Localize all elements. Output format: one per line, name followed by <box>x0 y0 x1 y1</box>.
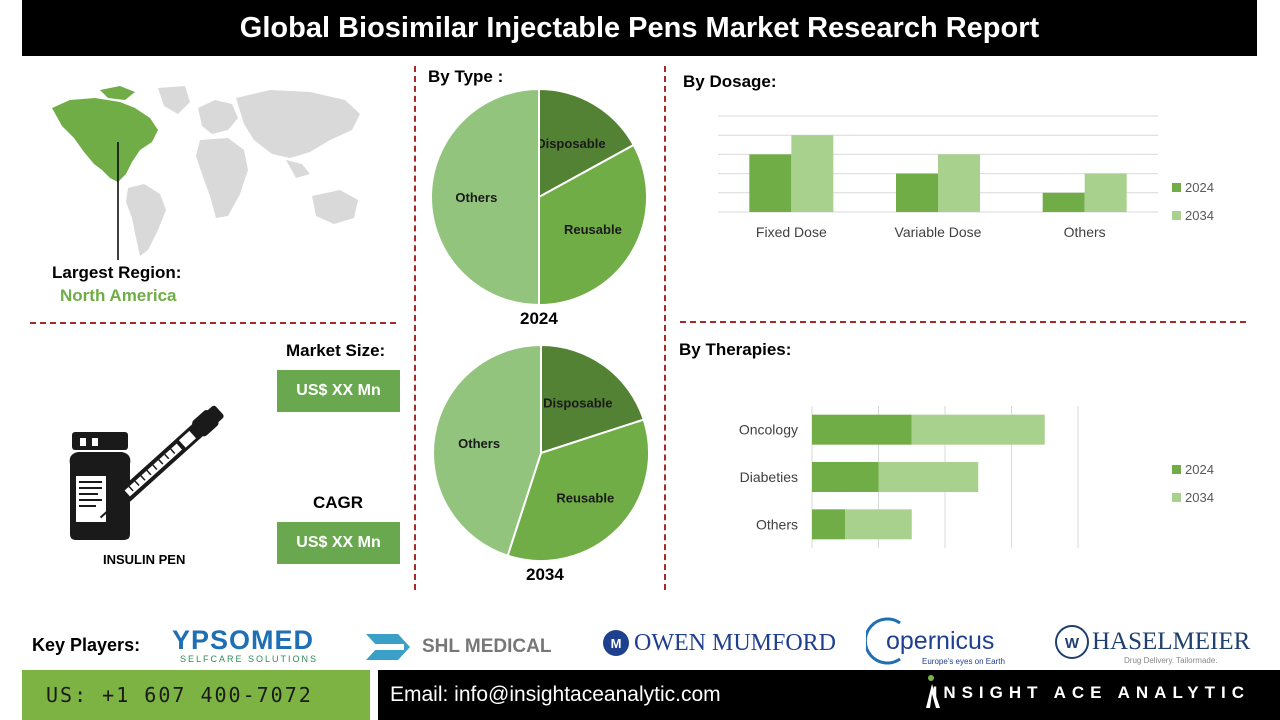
divider-vertical-left <box>414 66 416 590</box>
therapies-bar-2034-others <box>845 509 912 540</box>
dosage-legend-swatch-2024 <box>1172 183 1181 192</box>
footer-email[interactable]: Email: info@insightaceanalytic.com <box>390 683 721 706</box>
divider-horizontal-left <box>30 322 396 324</box>
therapies-tick-label: Oncology <box>739 422 798 438</box>
footer-phone[interactable]: US: +1 607 400-7072 <box>46 683 313 707</box>
pie-2034-slice-disposable <box>540 343 645 455</box>
pie-chart-2034: Disposable Reusable Others <box>432 343 650 562</box>
dosage-tick-label: Others <box>1064 224 1106 240</box>
dosage-tick-label: Variable Dose <box>895 224 982 240</box>
logo-owen-mumford-name: OWEN MUMFORD <box>634 629 837 656</box>
divider-vertical-right <box>664 66 666 590</box>
logo-ypsomed-name: YPSOMED <box>172 625 315 655</box>
therapies-tick-label: Others <box>756 516 798 532</box>
therapies-bar-2034-oncology <box>911 414 1045 445</box>
haselmeier-emblem-icon: W <box>1055 625 1089 659</box>
logo-shl-medical-name: SHL MEDICAL <box>422 636 552 657</box>
logo-copernicus-name: opernicus <box>886 627 995 655</box>
pie-2034-slice-reusable <box>506 418 650 562</box>
insight-ace-logo-icon <box>926 675 940 708</box>
svg-text:W: W <box>1065 635 1080 652</box>
cagr-label: CAGR <box>313 493 364 512</box>
therapies-bar-2034-diabeties <box>878 462 979 492</box>
dosage-bar-chart: Fixed Dose Variable Dose Others 2024 2034 <box>718 115 1214 240</box>
therapies-tick-label: Diabeties <box>740 469 798 485</box>
pie-2024-slice-reusable <box>538 143 648 307</box>
logo-owen-mumford: M OWEN MUMFORD <box>602 629 836 657</box>
cagr-value: US$ XX Mn <box>277 522 400 564</box>
divider-horizontal-right <box>680 321 1246 323</box>
pie-2024-label-reusable: Reusable <box>564 222 622 237</box>
shl-icon <box>364 634 410 660</box>
key-players-label: Key Players: <box>32 635 141 655</box>
world-map <box>52 86 360 260</box>
pie-2034-label-disposable: Disposable <box>543 395 612 410</box>
copernicus-arc-icon <box>866 617 901 665</box>
logo-ypsomed-tagline: SELFCARE SOLUTIONS <box>180 654 319 664</box>
largest-region-value: North America <box>60 286 177 305</box>
pie-2024-slice-disposable <box>538 87 635 199</box>
dosage-legend-swatch-2034 <box>1172 211 1181 220</box>
therapies-bar-2024-oncology <box>812 414 912 445</box>
market-size-value: US$ XX Mn <box>277 370 400 412</box>
report-title: Global Biosimilar Injectable Pens Market… <box>239 11 1040 44</box>
by-therapies-title: By Therapies: <box>679 340 792 359</box>
owen-mumford-icon: M <box>603 630 629 656</box>
largest-region-label: Largest Region: <box>52 263 182 282</box>
market-size-label: Market Size: <box>286 341 386 360</box>
dosage-legend-label-2024: 2024 <box>1185 180 1214 195</box>
by-dosage-title: By Dosage: <box>683 72 777 91</box>
logo-haselmeier: W HASELMEIER Drug Delivery. Tailormade. <box>1054 624 1264 668</box>
pie-2034-label-others: Others <box>458 436 500 451</box>
dosage-bar-2034-variable-dose <box>938 154 980 212</box>
logo-haselmeier-name: HASELMEIER <box>1092 628 1251 655</box>
pie-chart-2024: Disposable Reusable Others <box>430 87 648 307</box>
dosage-bar-2024-variable-dose <box>896 173 938 212</box>
pie-2024-label-disposable: Disposable <box>536 136 605 151</box>
pie-2024-year: 2024 <box>520 309 558 328</box>
therapies-legend-label-2034: 2034 <box>1185 490 1214 505</box>
dosage-tick-label: Fixed Dose <box>756 224 827 240</box>
footer-contact-bar: Email: info@insightaceanalytic.com INSIG… <box>378 670 1280 720</box>
pie-2034-year: 2034 <box>526 565 564 584</box>
logo-haselmeier-tagline: Drug Delivery. Tailormade. <box>1124 656 1218 665</box>
logo-ypsomed: YPSOMED SELFCARE SOLUTIONS <box>172 626 322 666</box>
dosage-bar-2024-others <box>1042 192 1085 212</box>
pie-2034-slice-others <box>432 343 542 557</box>
logo-copernicus: opernicus Europe's eyes on Earth <box>866 615 1006 667</box>
dosage-bar-2034-others <box>1084 173 1127 212</box>
therapies-bar-2024-diabeties <box>812 462 879 492</box>
therapies-bar-2024-others <box>812 509 846 540</box>
therapies-legend-swatch-2034 <box>1172 493 1181 502</box>
therapies-legend-label-2024: 2024 <box>1185 462 1214 477</box>
therapies-legend-swatch-2024 <box>1172 465 1181 474</box>
footer-phone-box: US: +1 607 400-7072 <box>22 670 370 720</box>
logo-shl-medical: SHL MEDICAL <box>364 630 551 664</box>
report-title-bar: Global Biosimilar Injectable Pens Market… <box>22 0 1257 56</box>
by-type-title: By Type : <box>428 67 504 86</box>
insulin-pen-illustration <box>69 405 224 540</box>
dosage-bar-2024-fixed-dose <box>749 154 792 212</box>
dosage-bar-2034-fixed-dose <box>791 135 834 212</box>
therapies-bar-chart: Oncology Diabeties Others 2024 2034 <box>739 406 1214 548</box>
insulin-pen-label: INSULIN PEN <box>103 552 186 567</box>
svg-text:M: M <box>611 636 622 651</box>
pie-2024-label-others: Others <box>455 190 497 205</box>
pie-2024-slice-others <box>430 87 540 307</box>
dosage-legend-label-2034: 2034 <box>1185 208 1214 223</box>
north-america-shape <box>52 98 158 182</box>
pie-2034-label-reusable: Reusable <box>556 490 614 505</box>
footer-brand: INSIGHT ACE ANALYTIC <box>932 683 1250 702</box>
logo-copernicus-tagline: Europe's eyes on Earth <box>922 657 1005 666</box>
